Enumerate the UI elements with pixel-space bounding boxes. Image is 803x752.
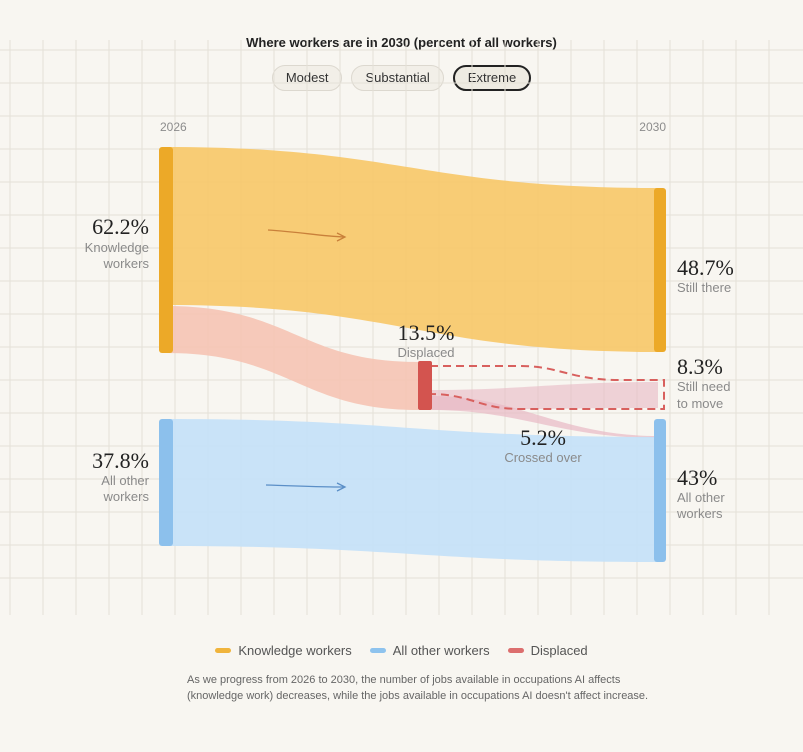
still-there-label: Still there: [677, 280, 731, 295]
flow-displaced-crossed-over: [432, 396, 658, 438]
need-move-dashed-box: [429, 365, 665, 410]
background-grid: [0, 40, 803, 615]
flow-arrow-knowledge: [267, 229, 347, 242]
need-move-label-line1: Still need: [677, 379, 730, 394]
legend-label-other: All other workers: [392, 643, 490, 658]
node-bar-displaced: [418, 361, 432, 410]
node-bar-other-2030: [654, 419, 666, 562]
node-bar-other-2026: [159, 419, 173, 546]
displaced-value: 13.5%: [398, 320, 455, 345]
year-label-2030: 2030: [639, 120, 666, 134]
knowledge-2026-label-line1: Knowledge: [85, 240, 149, 255]
node-bar-still-there: [654, 188, 666, 352]
legend-swatch-displaced: [507, 648, 524, 653]
scenario-toggle-group: Modest Substantial Extreme: [0, 65, 803, 91]
chart-title: Where workers are in 2030 (percent of al…: [246, 35, 557, 50]
year-label-2026: 2026: [160, 120, 187, 134]
displaced-label: Displaced: [397, 345, 454, 360]
other-2026-value: 37.8%: [92, 448, 149, 473]
sankey-chart: 2026 2030 62.2% 37.8% 13.5% 48.7% 8.3% 5…: [0, 40, 803, 615]
other-2026-label-line2: workers: [102, 489, 149, 504]
knowledge-2026-value: 62.2%: [92, 214, 149, 239]
scenario-substantial-button[interactable]: Substantial: [351, 65, 444, 91]
chart-legend: Knowledge workers All other workers Disp…: [0, 643, 803, 658]
other-2030-label-line2: workers: [676, 506, 723, 521]
need-move-value: 8.3%: [677, 354, 723, 379]
crossed-value: 5.2%: [520, 425, 566, 450]
need-move-label-line2: to move: [677, 396, 723, 411]
legend-swatch-knowledge: [215, 648, 232, 653]
still-there-value: 48.7%: [677, 255, 734, 280]
legend-label-knowledge: Knowledge workers: [238, 643, 352, 658]
crossed-label: Crossed over: [504, 450, 582, 465]
other-2026-label-line1: All other: [101, 473, 149, 488]
legend-item-displaced: Displaced: [507, 643, 588, 658]
node-bar-knowledge-2026: [159, 147, 173, 353]
legend-label-displaced: Displaced: [530, 643, 588, 658]
flow-arrow-other: [265, 482, 347, 492]
legend-item-knowledge: Knowledge workers: [215, 643, 352, 658]
flow-knowledge-still-there: [166, 147, 660, 352]
legend-swatch-other: [369, 648, 386, 653]
footnote: As we progress from 2026 to 2030, the nu…: [187, 674, 649, 702]
knowledge-2026-label-line2: workers: [102, 256, 149, 271]
scenario-extreme-button[interactable]: Extreme: [452, 65, 532, 91]
legend-item-other: All other workers: [369, 643, 490, 658]
flow-knowledge-displaced: [166, 306, 418, 410]
other-2030-label-line1: All other: [677, 490, 725, 505]
flow-other-workers: [166, 419, 660, 562]
other-2030-value: 43%: [677, 465, 717, 490]
